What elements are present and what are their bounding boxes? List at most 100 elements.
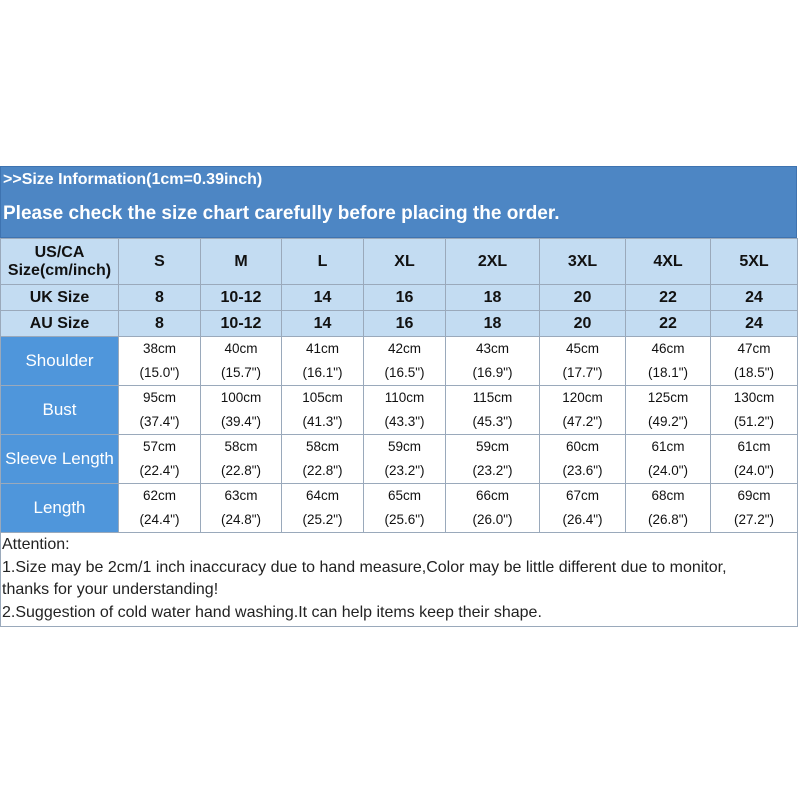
cm-value: 59cm [387, 439, 421, 454]
size-header-cell: XL [363, 238, 446, 285]
au-size-cell: 18 [445, 310, 540, 337]
cm-value: 40cm [224, 341, 258, 356]
inch-value: (24.8") [220, 512, 262, 527]
measurement-cell: 62cm (24.4") [118, 483, 201, 533]
cm-value: 63cm [224, 488, 258, 503]
size-row-label-line2: Size(cm/inch) [7, 261, 112, 279]
inch-value: (17.7") [562, 365, 603, 380]
cm-value: 61cm [737, 439, 771, 454]
measurement-label: Sleeve Length [0, 434, 119, 484]
inch-value: (49.2") [647, 414, 689, 429]
cm-value: 67cm [565, 488, 599, 503]
cm-value: 41cm [305, 341, 339, 356]
cm-value: 58cm [305, 439, 339, 454]
cm-value: 66cm [475, 488, 509, 503]
measurement-cell: 68cm (26.8") [625, 483, 711, 533]
inch-value: (41.3") [302, 414, 343, 429]
inch-value: (25.2") [302, 512, 343, 527]
inch-value: (24.0") [647, 463, 689, 478]
inch-value: (51.2") [733, 414, 775, 429]
cm-value: 43cm [475, 341, 509, 356]
uk-size-cell: 20 [539, 284, 626, 311]
inch-value: (25.6") [384, 512, 425, 527]
size-header-cell: 5XL [710, 238, 798, 285]
uk-size-cell: 22 [625, 284, 711, 311]
cm-value: 68cm [651, 488, 685, 503]
au-size-cell: 24 [710, 310, 798, 337]
inch-value: (26.0") [472, 512, 513, 527]
measurement-cell: 45cm (17.7") [539, 336, 626, 386]
inch-value: (16.5") [384, 365, 425, 380]
attention-title: Attention: [2, 536, 70, 553]
cm-value: 65cm [387, 488, 421, 503]
inch-value: (16.9") [472, 365, 513, 380]
au-size-cell: 14 [281, 310, 364, 337]
size-chart: >>Size Information(1cm=0.39inch) Please … [0, 166, 798, 627]
inch-value: (26.8") [647, 512, 689, 527]
uk-size-cell: 16 [363, 284, 446, 311]
size-header-cell: S [118, 238, 201, 285]
size-header-cell: 2XL [445, 238, 540, 285]
inch-value: (23.2") [384, 463, 425, 478]
inch-value: (23.2") [472, 463, 513, 478]
uk-size-cell: 8 [118, 284, 201, 311]
measurement-row: Shoulder 38cm (15.0") 40cm (15.7") 41cm (16.1"… [0, 336, 798, 386]
cm-value: 47cm [737, 341, 771, 356]
measurement-cell: 46cm (18.1") [625, 336, 711, 386]
measurement-cell: 47cm (18.5") [710, 336, 798, 386]
inch-value: (24.0") [733, 463, 775, 478]
cm-value: 60cm [565, 439, 599, 454]
inch-value: (43.3") [384, 414, 425, 429]
measurement-cell: 69cm (27.2") [710, 483, 798, 533]
inch-value: (39.4") [220, 414, 262, 429]
cm-value: 105cm [302, 390, 343, 405]
attention-line: 2.Suggestion of cold water hand washing.… [2, 603, 542, 621]
measurement-cell: 64cm (25.2") [281, 483, 364, 533]
cm-value: 115cm [472, 390, 513, 405]
size-info-banner: >>Size Information(1cm=0.39inch) Please … [0, 166, 797, 238]
inch-value: (18.5") [733, 365, 775, 380]
uk-size-row: UK Size 8 10-12 14 16 18 20 22 24 [0, 284, 798, 311]
cm-value: 125cm [647, 390, 689, 405]
au-size-cell: 10-12 [200, 310, 282, 337]
cm-value: 69cm [737, 488, 771, 503]
measurement-cell: 115cm (45.3") [445, 385, 540, 435]
inch-value: (23.6") [562, 463, 603, 478]
cm-value: 95cm [142, 390, 176, 405]
measurement-row: Sleeve Length 57cm (22.4") 58cm (22.8") 58cm (… [0, 434, 798, 484]
inch-value: (16.1") [302, 365, 343, 380]
cm-value: 120cm [562, 390, 603, 405]
measurement-cell: 65cm (25.6") [363, 483, 446, 533]
measurement-cell: 43cm (16.9") [445, 336, 540, 386]
measurement-cell: 61cm (24.0") [625, 434, 711, 484]
cm-value: 64cm [305, 488, 339, 503]
au-size-cell: 16 [363, 310, 446, 337]
measurement-cell: 100cm (39.4") [200, 385, 282, 435]
size-row-label: US/CA Size(cm/inch) [0, 238, 119, 285]
cm-value: 100cm [220, 390, 262, 405]
size-header-cell: L [281, 238, 364, 285]
measurement-label: Bust [0, 385, 119, 435]
cm-value: 58cm [224, 439, 258, 454]
au-size-cell: 20 [539, 310, 626, 337]
inch-value: (45.3") [472, 414, 513, 429]
measurement-cell: 120cm (47.2") [539, 385, 626, 435]
inch-value: (37.4") [139, 414, 180, 429]
measurement-cell: 110cm (43.3") [363, 385, 446, 435]
measurement-cell: 125cm (49.2") [625, 385, 711, 435]
attention-line: 1.Size may be 2cm/1 inch inaccuracy due … [2, 558, 727, 576]
cm-value: 61cm [651, 439, 685, 454]
size-header-cell: 4XL [625, 238, 711, 285]
inch-value: (26.4") [562, 512, 603, 527]
measurement-cell: 63cm (24.8") [200, 483, 282, 533]
size-row-label-line1: US/CA [34, 243, 85, 261]
measurement-label: Shoulder [0, 336, 119, 386]
size-chart-instruction: Please check the size chart carefully be… [3, 203, 560, 224]
size-info-title: >>Size Information(1cm=0.39inch) [3, 171, 263, 188]
cm-value: 130cm [733, 390, 775, 405]
cm-value: 45cm [565, 341, 599, 356]
size-header-cell: 3XL [539, 238, 626, 285]
cm-value: 59cm [475, 439, 509, 454]
measurement-rows: Shoulder 38cm (15.0") 40cm (15.7") 41cm (16.1"… [0, 336, 798, 533]
inch-value: (22.4") [139, 463, 180, 478]
